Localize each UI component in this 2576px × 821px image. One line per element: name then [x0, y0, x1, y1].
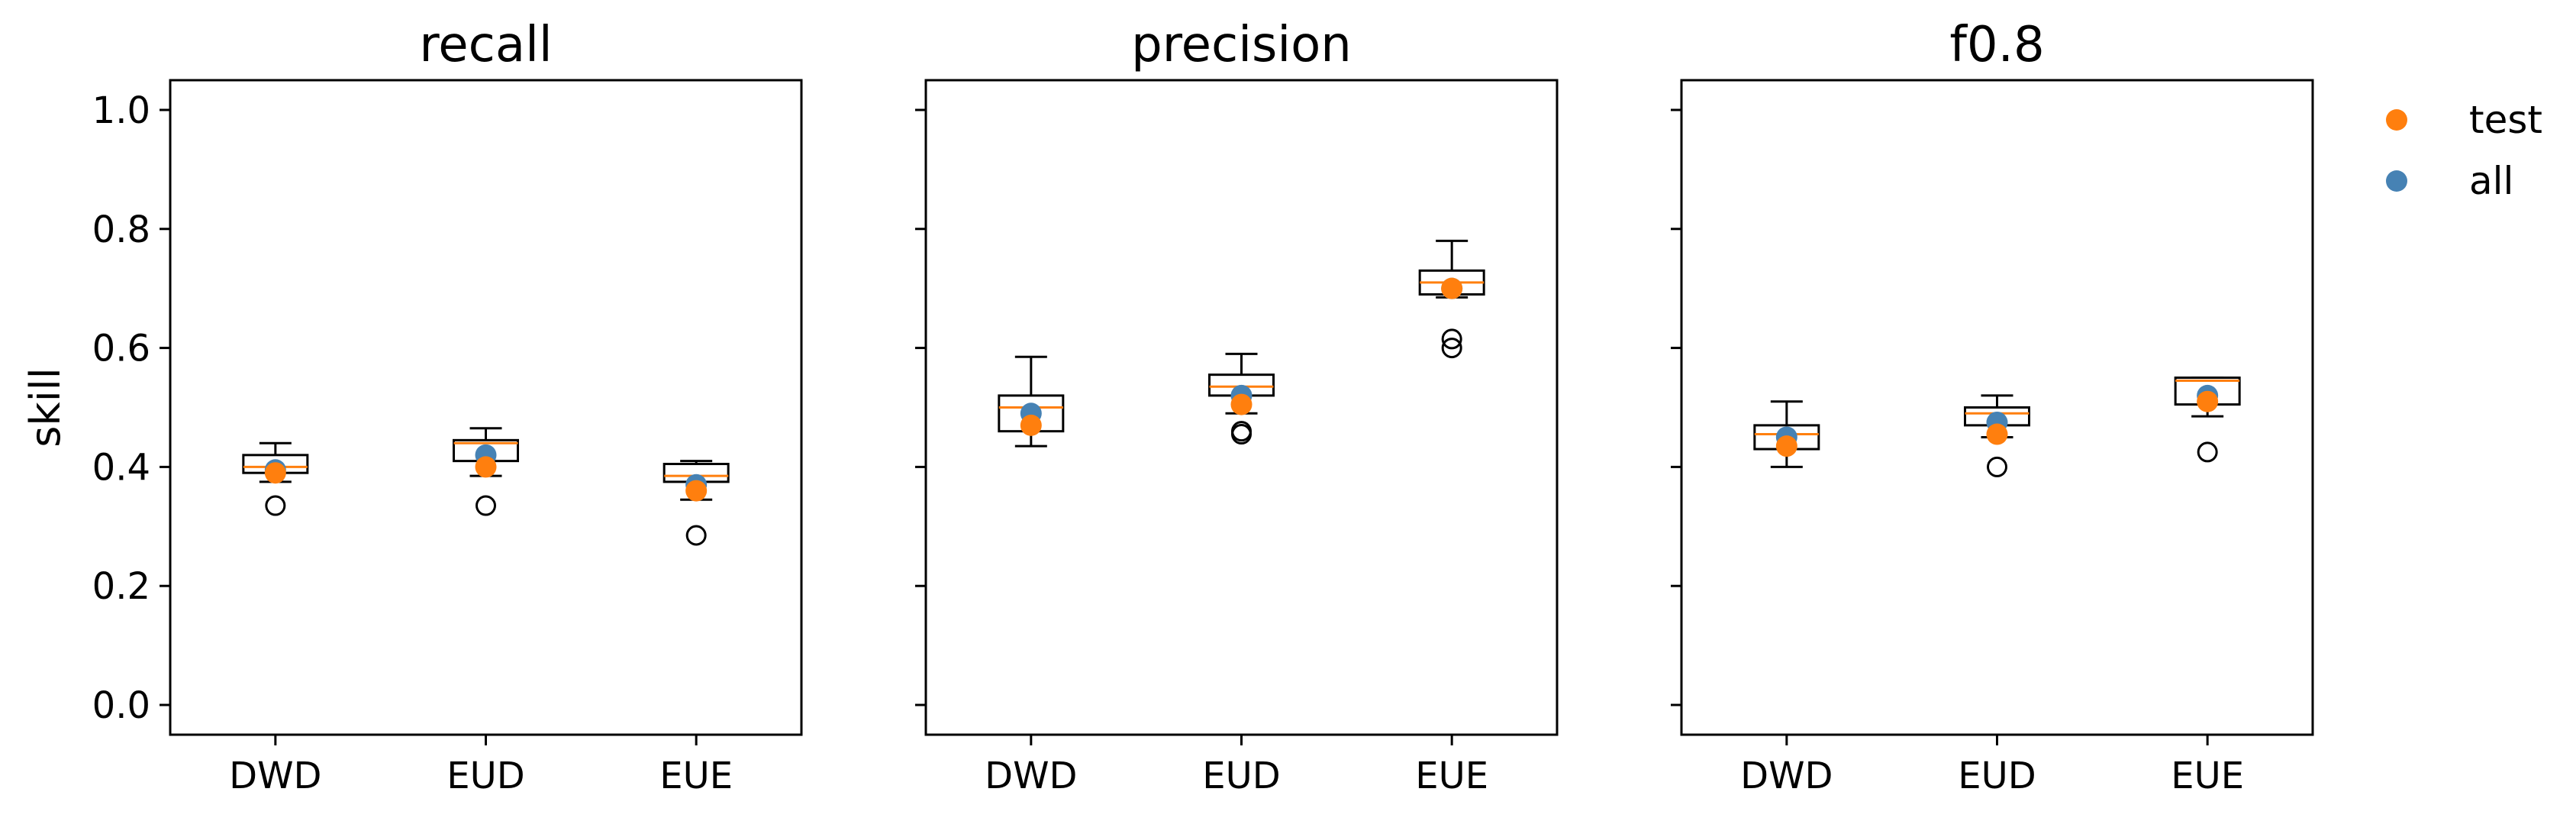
flier-0-2-0: [685, 525, 707, 546]
xtick-label-0-2: EUE: [659, 755, 733, 797]
panel-frame-0: [169, 79, 803, 736]
flier-0-0-0: [265, 495, 286, 516]
test-marker-2-2: [2197, 390, 2219, 412]
xtick-label-2-0: DWD: [1740, 755, 1833, 797]
xtick-label-0-0: DWD: [229, 755, 321, 797]
ytick-label-3: 0.6: [92, 328, 150, 370]
xtick-label-2-2: EUE: [2171, 755, 2244, 797]
test-marker-0-0: [264, 462, 286, 484]
legend-marker-test: [2386, 109, 2407, 131]
panel-title-2: f0.8: [1949, 17, 2044, 73]
flier-2-2-0: [2197, 441, 2218, 463]
panel-title-0: recall: [419, 17, 552, 73]
legend-label-all: all: [2469, 159, 2513, 203]
test-marker-1-2: [1441, 277, 1463, 299]
test-marker-2-0: [1775, 435, 1797, 457]
flier-1-1-1: [1231, 421, 1252, 442]
ytick-label-0: 0.0: [92, 684, 150, 727]
xtick-label-0-1: EUD: [447, 755, 524, 797]
ytick-label-4: 0.8: [92, 208, 150, 251]
flier-1-2-0: [1441, 338, 1462, 359]
legend-label-test: test: [2469, 98, 2542, 142]
y-axis-label: skill: [21, 367, 69, 447]
test-marker-0-1: [475, 456, 497, 478]
test-marker-1-1: [1230, 393, 1253, 415]
ytick-label-2: 0.4: [92, 446, 150, 489]
flier-2-1-0: [1987, 456, 2007, 477]
ytick-label-5: 1.0: [92, 89, 150, 132]
flier-0-1-0: [476, 495, 496, 516]
panel-title-1: precision: [1131, 17, 1352, 73]
xtick-label-2-1: EUD: [1958, 755, 2036, 797]
xtick-label-1-2: EUE: [1415, 755, 1488, 797]
xtick-label-1-0: DWD: [985, 755, 1077, 797]
xtick-label-1-1: EUD: [1202, 755, 1280, 797]
test-marker-2-1: [1986, 423, 2008, 445]
test-marker-1-0: [1020, 414, 1042, 436]
test-marker-0-2: [685, 480, 708, 502]
legend-marker-all: [2386, 170, 2407, 192]
flier-1-2-1: [1441, 328, 1462, 350]
ytick-label-1: 0.2: [92, 565, 150, 608]
